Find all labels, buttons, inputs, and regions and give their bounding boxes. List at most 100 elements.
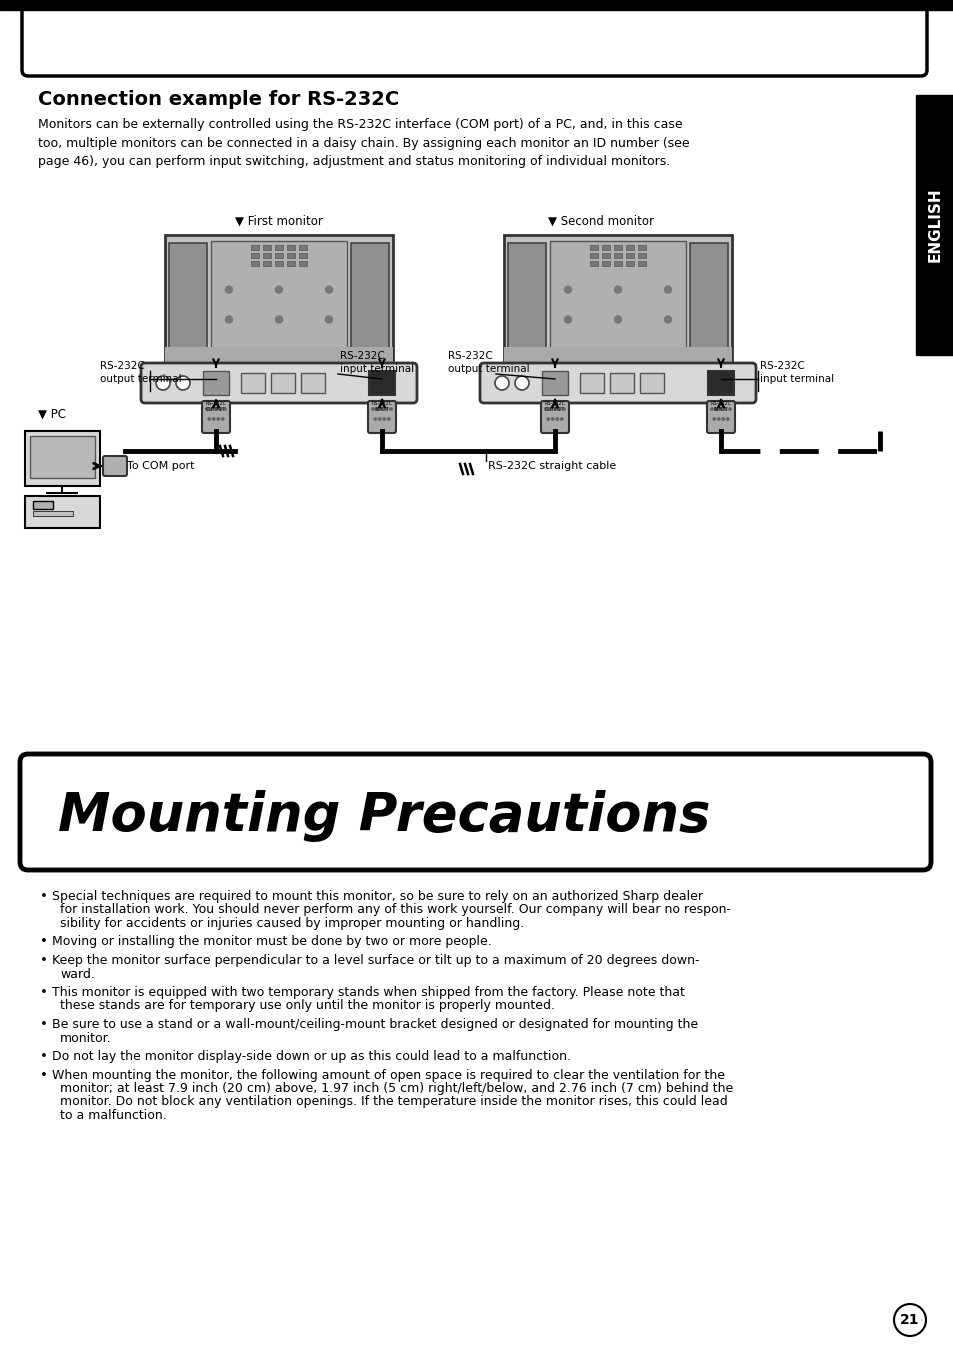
Bar bbox=[271, 373, 294, 393]
Bar bbox=[169, 243, 207, 357]
Circle shape bbox=[664, 286, 671, 293]
Bar bbox=[263, 245, 271, 250]
Circle shape bbox=[551, 417, 554, 420]
Circle shape bbox=[225, 286, 233, 293]
Bar bbox=[274, 253, 283, 258]
Circle shape bbox=[390, 408, 392, 411]
Circle shape bbox=[175, 376, 190, 390]
Text: •: • bbox=[40, 1019, 48, 1031]
FancyBboxPatch shape bbox=[368, 401, 395, 434]
Text: for installation work. You should never perform any of this work yourself. Our c: for installation work. You should never … bbox=[60, 904, 730, 916]
Circle shape bbox=[717, 417, 720, 420]
Circle shape bbox=[495, 376, 509, 390]
Text: •: • bbox=[40, 935, 48, 948]
Text: •: • bbox=[40, 986, 48, 998]
Bar bbox=[550, 240, 685, 359]
Bar bbox=[579, 373, 603, 393]
Bar bbox=[625, 245, 634, 250]
Text: sibility for accidents or injuries caused by improper mounting or handling.: sibility for accidents or injuries cause… bbox=[60, 917, 524, 929]
Bar bbox=[707, 372, 733, 394]
Bar bbox=[298, 261, 307, 266]
Text: output terminal: output terminal bbox=[448, 363, 529, 374]
Circle shape bbox=[664, 316, 671, 323]
Circle shape bbox=[712, 417, 715, 420]
Bar bbox=[639, 373, 663, 393]
Text: Connection example for RS-232C: Connection example for RS-232C bbox=[38, 91, 399, 109]
Text: Keep the monitor surface perpendicular to a level surface or tilt up to a maximu: Keep the monitor surface perpendicular t… bbox=[52, 954, 699, 967]
Circle shape bbox=[515, 376, 529, 390]
Circle shape bbox=[614, 286, 620, 293]
Bar bbox=[351, 243, 389, 357]
Bar bbox=[541, 372, 567, 394]
Text: Monitors can be externally controlled using the RS-232C interface (COM port) of : Monitors can be externally controlled us… bbox=[38, 118, 689, 168]
Circle shape bbox=[221, 417, 224, 420]
Text: To COM port: To COM port bbox=[127, 461, 194, 471]
Bar bbox=[25, 496, 100, 528]
FancyBboxPatch shape bbox=[540, 401, 568, 434]
FancyBboxPatch shape bbox=[141, 363, 416, 403]
Circle shape bbox=[556, 417, 558, 420]
Bar bbox=[251, 245, 258, 250]
Text: 21: 21 bbox=[900, 1313, 919, 1327]
Bar bbox=[165, 347, 393, 365]
Circle shape bbox=[210, 408, 213, 411]
Bar bbox=[274, 261, 283, 266]
Circle shape bbox=[380, 408, 383, 411]
Bar bbox=[601, 253, 609, 258]
Bar bbox=[287, 261, 294, 266]
Bar bbox=[301, 373, 325, 393]
Circle shape bbox=[374, 417, 376, 420]
Bar bbox=[274, 245, 283, 250]
Bar bbox=[503, 347, 731, 365]
Bar bbox=[203, 372, 229, 394]
Text: Moving or installing the monitor must be done by two or more people.: Moving or installing the monitor must be… bbox=[52, 935, 491, 948]
Text: •: • bbox=[40, 890, 48, 902]
Circle shape bbox=[544, 408, 547, 411]
Text: monitor; at least 7.9 inch (20 cm) above, 1.97 inch (5 cm) right/left/below, and: monitor; at least 7.9 inch (20 cm) above… bbox=[60, 1082, 733, 1096]
Bar bbox=[0, 0, 953, 9]
Bar bbox=[263, 253, 271, 258]
Text: Special techniques are required to mount this monitor, so be sure to rely on an : Special techniques are required to mount… bbox=[52, 890, 702, 902]
Text: RS-232C
OUTPUT: RS-232C OUTPUT bbox=[205, 401, 226, 412]
Circle shape bbox=[213, 417, 214, 420]
Circle shape bbox=[325, 316, 333, 323]
Circle shape bbox=[715, 408, 717, 411]
Bar bbox=[614, 261, 621, 266]
Bar bbox=[589, 253, 598, 258]
Circle shape bbox=[560, 417, 562, 420]
Bar bbox=[369, 372, 395, 394]
Bar bbox=[298, 245, 307, 250]
Text: monitor. Do not block any ventilation openings. If the temperature inside the mo: monitor. Do not block any ventilation op… bbox=[60, 1096, 727, 1109]
Bar bbox=[251, 253, 258, 258]
Bar bbox=[638, 245, 645, 250]
Text: to a malfunction.: to a malfunction. bbox=[60, 1109, 167, 1121]
Text: ward.: ward. bbox=[60, 967, 94, 981]
Bar bbox=[211, 240, 347, 359]
FancyBboxPatch shape bbox=[479, 363, 755, 403]
Text: RS-232C: RS-232C bbox=[100, 361, 145, 372]
Circle shape bbox=[372, 408, 374, 411]
Circle shape bbox=[385, 408, 387, 411]
Circle shape bbox=[546, 417, 549, 420]
Bar bbox=[503, 235, 731, 365]
Bar bbox=[507, 243, 545, 357]
Circle shape bbox=[383, 417, 385, 420]
Circle shape bbox=[156, 376, 170, 390]
Text: RS-232C: RS-232C bbox=[448, 351, 493, 361]
Circle shape bbox=[558, 408, 560, 411]
Bar bbox=[915, 95, 953, 355]
FancyBboxPatch shape bbox=[20, 754, 930, 870]
Circle shape bbox=[562, 408, 564, 411]
Circle shape bbox=[224, 408, 226, 411]
Text: RS-232C
INPUT: RS-232C INPUT bbox=[710, 401, 731, 412]
Bar bbox=[263, 261, 271, 266]
Bar bbox=[625, 261, 634, 266]
Text: Mounting Precautions: Mounting Precautions bbox=[58, 790, 710, 842]
Circle shape bbox=[726, 417, 728, 420]
Bar bbox=[625, 253, 634, 258]
Circle shape bbox=[893, 1304, 925, 1336]
Text: Be sure to use a stand or a wall-mount/ceiling-mount bracket designed or designa: Be sure to use a stand or a wall-mount/c… bbox=[52, 1019, 698, 1031]
Circle shape bbox=[375, 408, 378, 411]
Bar bbox=[601, 261, 609, 266]
Text: ▼ First monitor: ▼ First monitor bbox=[234, 215, 322, 228]
